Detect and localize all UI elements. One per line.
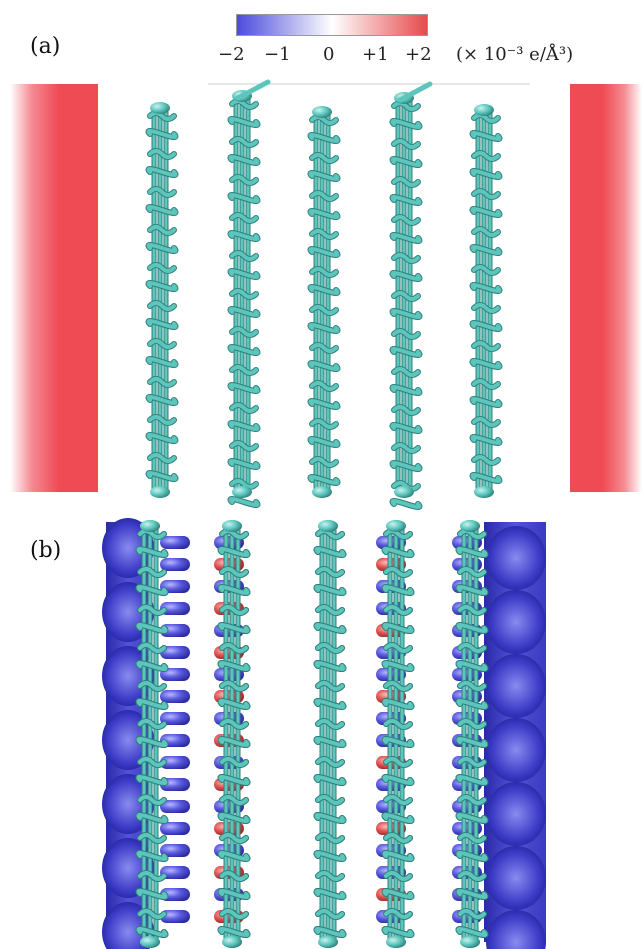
colorbar-tick: +1 <box>362 44 389 65</box>
density-lobe <box>486 654 546 718</box>
density-slab-left <box>10 84 98 492</box>
molecular-chain <box>217 520 251 948</box>
panel-b-label: (b) <box>30 538 62 563</box>
chain-tip <box>235 79 271 101</box>
colorbar <box>236 14 428 36</box>
molecular-chain <box>381 520 415 948</box>
colorbar-tick: −2 <box>218 44 245 65</box>
panel-a-label: (a) <box>30 34 61 59</box>
chain-tip <box>397 81 433 103</box>
density-lobe-negative <box>160 646 190 659</box>
molecular-chain <box>145 102 179 498</box>
density-lobe-negative <box>160 844 190 857</box>
density-lobe <box>486 910 546 949</box>
density-lobe-negative <box>160 866 190 879</box>
density-lobe-negative <box>160 536 190 549</box>
density-lobe <box>486 526 546 590</box>
density-lobe-negative <box>160 668 190 681</box>
density-lobe-negative <box>160 602 190 615</box>
density-lobe-negative <box>160 690 190 703</box>
density-lobe-negative <box>160 822 190 835</box>
colorbar-tick: −1 <box>264 44 291 65</box>
density-lobe-negative <box>160 624 190 637</box>
molecular-chain <box>455 520 489 948</box>
colorbar-unit: (× 10⁻³ e/Å³) <box>456 44 574 65</box>
density-lobe-negative <box>160 712 190 725</box>
colorbar-tick: +2 <box>405 44 432 65</box>
density-slab-right <box>570 84 642 492</box>
density-lobe <box>486 590 546 654</box>
density-lobe-negative <box>160 558 190 571</box>
density-lobe <box>486 846 546 910</box>
colorbar-tick: 0 <box>323 44 335 65</box>
molecular-chain <box>307 106 341 498</box>
density-lobe-negative <box>160 800 190 813</box>
density-lobe <box>486 782 546 846</box>
density-lobe-negative <box>160 910 190 923</box>
density-lobe <box>486 718 546 782</box>
molecular-chain <box>227 90 261 508</box>
density-lobe-negative <box>160 756 190 769</box>
molecular-chain <box>389 92 423 510</box>
molecular-chain <box>469 104 503 498</box>
molecular-chain <box>313 520 347 948</box>
molecular-chain <box>135 520 169 948</box>
